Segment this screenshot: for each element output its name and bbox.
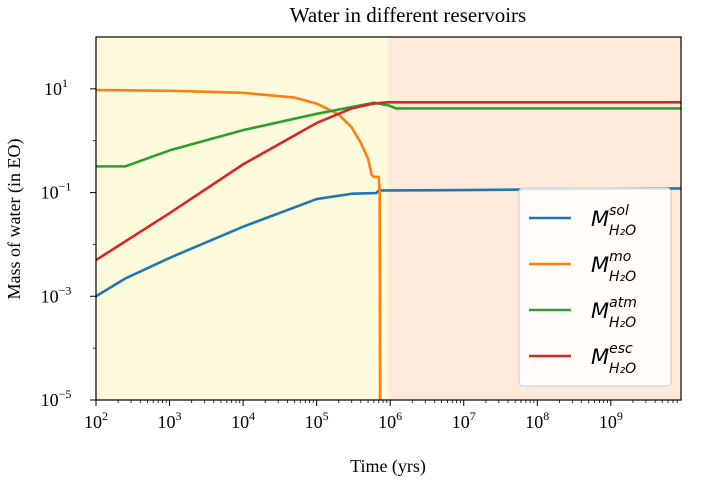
y-tick-label: 10−3 (41, 283, 72, 306)
axis-ticks: 102 103 104 105 106 107 108 109 101 10−1 10−3 10−5 (41, 76, 678, 432)
plot-frame (95, 36, 682, 401)
x-tick-label: 105 (305, 409, 329, 432)
series-line-sol (95, 187, 682, 298)
x-tick-label: 109 (599, 409, 623, 432)
legend-label-mo: Mmo H₂O (591, 249, 636, 285)
legend-label-atm: Matm H₂O (591, 295, 637, 331)
y-tick-label: 10−1 (41, 180, 72, 203)
y-tick-label: 101 (44, 76, 68, 99)
series-line-atm (96, 101, 681, 168)
series-line-mo (95, 88, 382, 401)
series-lines (95, 88, 682, 401)
shaded-region-0 (96, 37, 389, 400)
x-tick-label: 106 (378, 409, 402, 432)
legend-label-sol: Msol H₂O (591, 203, 636, 239)
y-axis-label: Mass of water (in EO) (4, 139, 25, 300)
x-tick-label: 102 (84, 409, 108, 432)
x-axis-label: Time (yrs) (350, 456, 426, 477)
y-tick-label: 10−5 (41, 387, 72, 410)
series-line-esc (95, 101, 681, 262)
legend-box (518, 187, 672, 387)
x-tick-label: 108 (525, 409, 549, 432)
x-tick-label: 107 (452, 409, 476, 432)
x-tick-label: 103 (158, 409, 182, 432)
x-tick-label: 104 (231, 409, 255, 432)
legend-label-esc: Mesc H₂O (591, 341, 636, 377)
legend: Msol H₂O Mmo H₂O Matm H₂O Mesc H₂O (518, 187, 672, 387)
chart-title: Water in different reservoirs (290, 3, 526, 27)
